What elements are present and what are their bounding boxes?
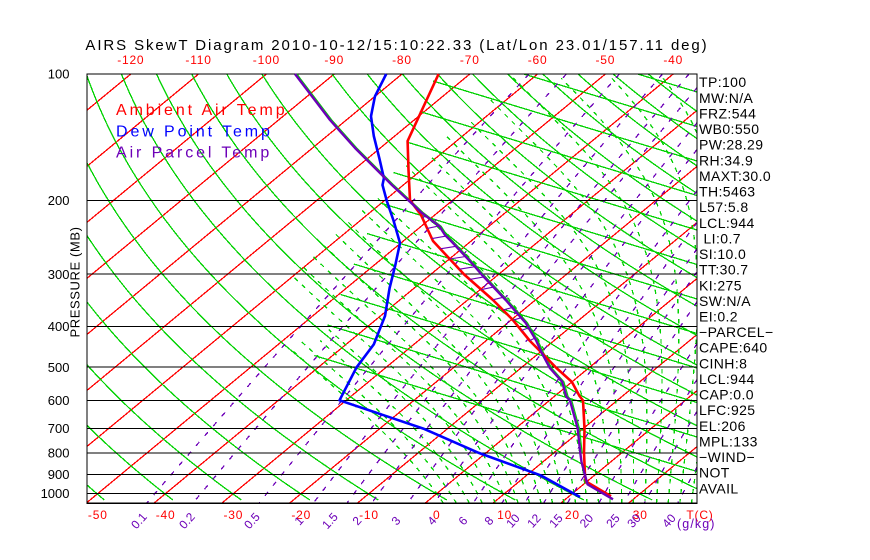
svg-text:1000: 1000 xyxy=(41,486,70,501)
svg-text:MW:N/A: MW:N/A xyxy=(699,90,754,106)
svg-text:500: 500 xyxy=(48,360,70,375)
svg-text:-40: -40 xyxy=(156,508,176,522)
svg-text:TH:5463: TH:5463 xyxy=(699,184,756,200)
svg-text:(g/kg): (g/kg) xyxy=(677,517,716,531)
svg-text:−WIND−: −WIND− xyxy=(699,449,755,465)
svg-text:-120: -120 xyxy=(117,53,144,67)
svg-text:CINH:8: CINH:8 xyxy=(699,355,747,371)
svg-text:-50: -50 xyxy=(596,53,616,67)
svg-text:FRZ:544: FRZ:544 xyxy=(699,105,756,121)
svg-text:CAP:0.0: CAP:0.0 xyxy=(699,387,754,403)
svg-text:−PARCEL−: −PARCEL− xyxy=(699,324,774,340)
svg-text:-20: -20 xyxy=(291,508,311,522)
svg-text:CAPE:640: CAPE:640 xyxy=(699,340,768,356)
svg-text:-30: -30 xyxy=(224,508,244,522)
svg-text:300: 300 xyxy=(48,267,70,282)
svg-text:-10: -10 xyxy=(359,508,379,522)
svg-text:800: 800 xyxy=(48,446,70,461)
svg-text:-110: -110 xyxy=(185,53,211,67)
svg-text:LFC:925: LFC:925 xyxy=(699,402,756,418)
svg-text:NOT: NOT xyxy=(699,465,730,481)
svg-text:200: 200 xyxy=(48,193,70,208)
svg-text:LCL:944: LCL:944 xyxy=(699,371,755,387)
svg-text:-70: -70 xyxy=(460,53,480,67)
svg-text:LCL:944: LCL:944 xyxy=(699,215,755,231)
svg-text:-90: -90 xyxy=(324,53,344,67)
svg-text:400: 400 xyxy=(48,319,70,334)
svg-text:LI:0.7: LI:0.7 xyxy=(704,230,741,246)
svg-text:KI:275: KI:275 xyxy=(699,277,742,293)
svg-text:T(C): T(C) xyxy=(686,508,713,522)
svg-text:RH:34.9: RH:34.9 xyxy=(699,152,753,168)
svg-text:PRESSURE (MB): PRESSURE (MB) xyxy=(68,226,83,337)
svg-text:AVAIL: AVAIL xyxy=(699,480,739,496)
svg-text:Ambient Air Temp: Ambient Air Temp xyxy=(116,102,288,119)
svg-text:EI:0.2: EI:0.2 xyxy=(699,309,738,325)
svg-text:900: 900 xyxy=(48,467,70,482)
svg-text:EL:206: EL:206 xyxy=(699,418,746,434)
svg-text:L57:5.8: L57:5.8 xyxy=(699,199,749,215)
svg-text:-100: -100 xyxy=(253,53,280,67)
svg-text:-40: -40 xyxy=(663,53,683,67)
svg-text:Dew Point Temp: Dew Point Temp xyxy=(116,123,273,140)
svg-text:WB0:550: WB0:550 xyxy=(699,121,759,137)
svg-text:SW:N/A: SW:N/A xyxy=(699,293,751,309)
svg-text:700: 700 xyxy=(48,421,70,436)
svg-text:SI:10.0: SI:10.0 xyxy=(699,246,746,262)
svg-text:TP:100: TP:100 xyxy=(699,74,747,90)
svg-text:10: 10 xyxy=(497,508,512,522)
svg-text:-60: -60 xyxy=(528,53,548,67)
svg-text:MPL:133: MPL:133 xyxy=(699,434,758,450)
svg-text:TT:30.7: TT:30.7 xyxy=(699,262,749,278)
svg-text:Air Parcel Temp: Air Parcel Temp xyxy=(116,145,272,162)
svg-text:-80: -80 xyxy=(392,53,412,67)
svg-text:-50: -50 xyxy=(88,508,108,522)
svg-text:100: 100 xyxy=(48,67,70,82)
svg-text:30: 30 xyxy=(633,508,648,522)
svg-text:AIRS SkewT Diagram 2010-10-12/: AIRS SkewT Diagram 2010-10-12/15:10:22.3… xyxy=(85,37,708,54)
svg-text:600: 600 xyxy=(48,393,70,408)
svg-text:0: 0 xyxy=(433,508,440,522)
svg-text:20: 20 xyxy=(565,508,580,522)
svg-text:MAXT:30.0: MAXT:30.0 xyxy=(699,168,771,184)
svg-text:PW:28.29: PW:28.29 xyxy=(699,137,763,153)
